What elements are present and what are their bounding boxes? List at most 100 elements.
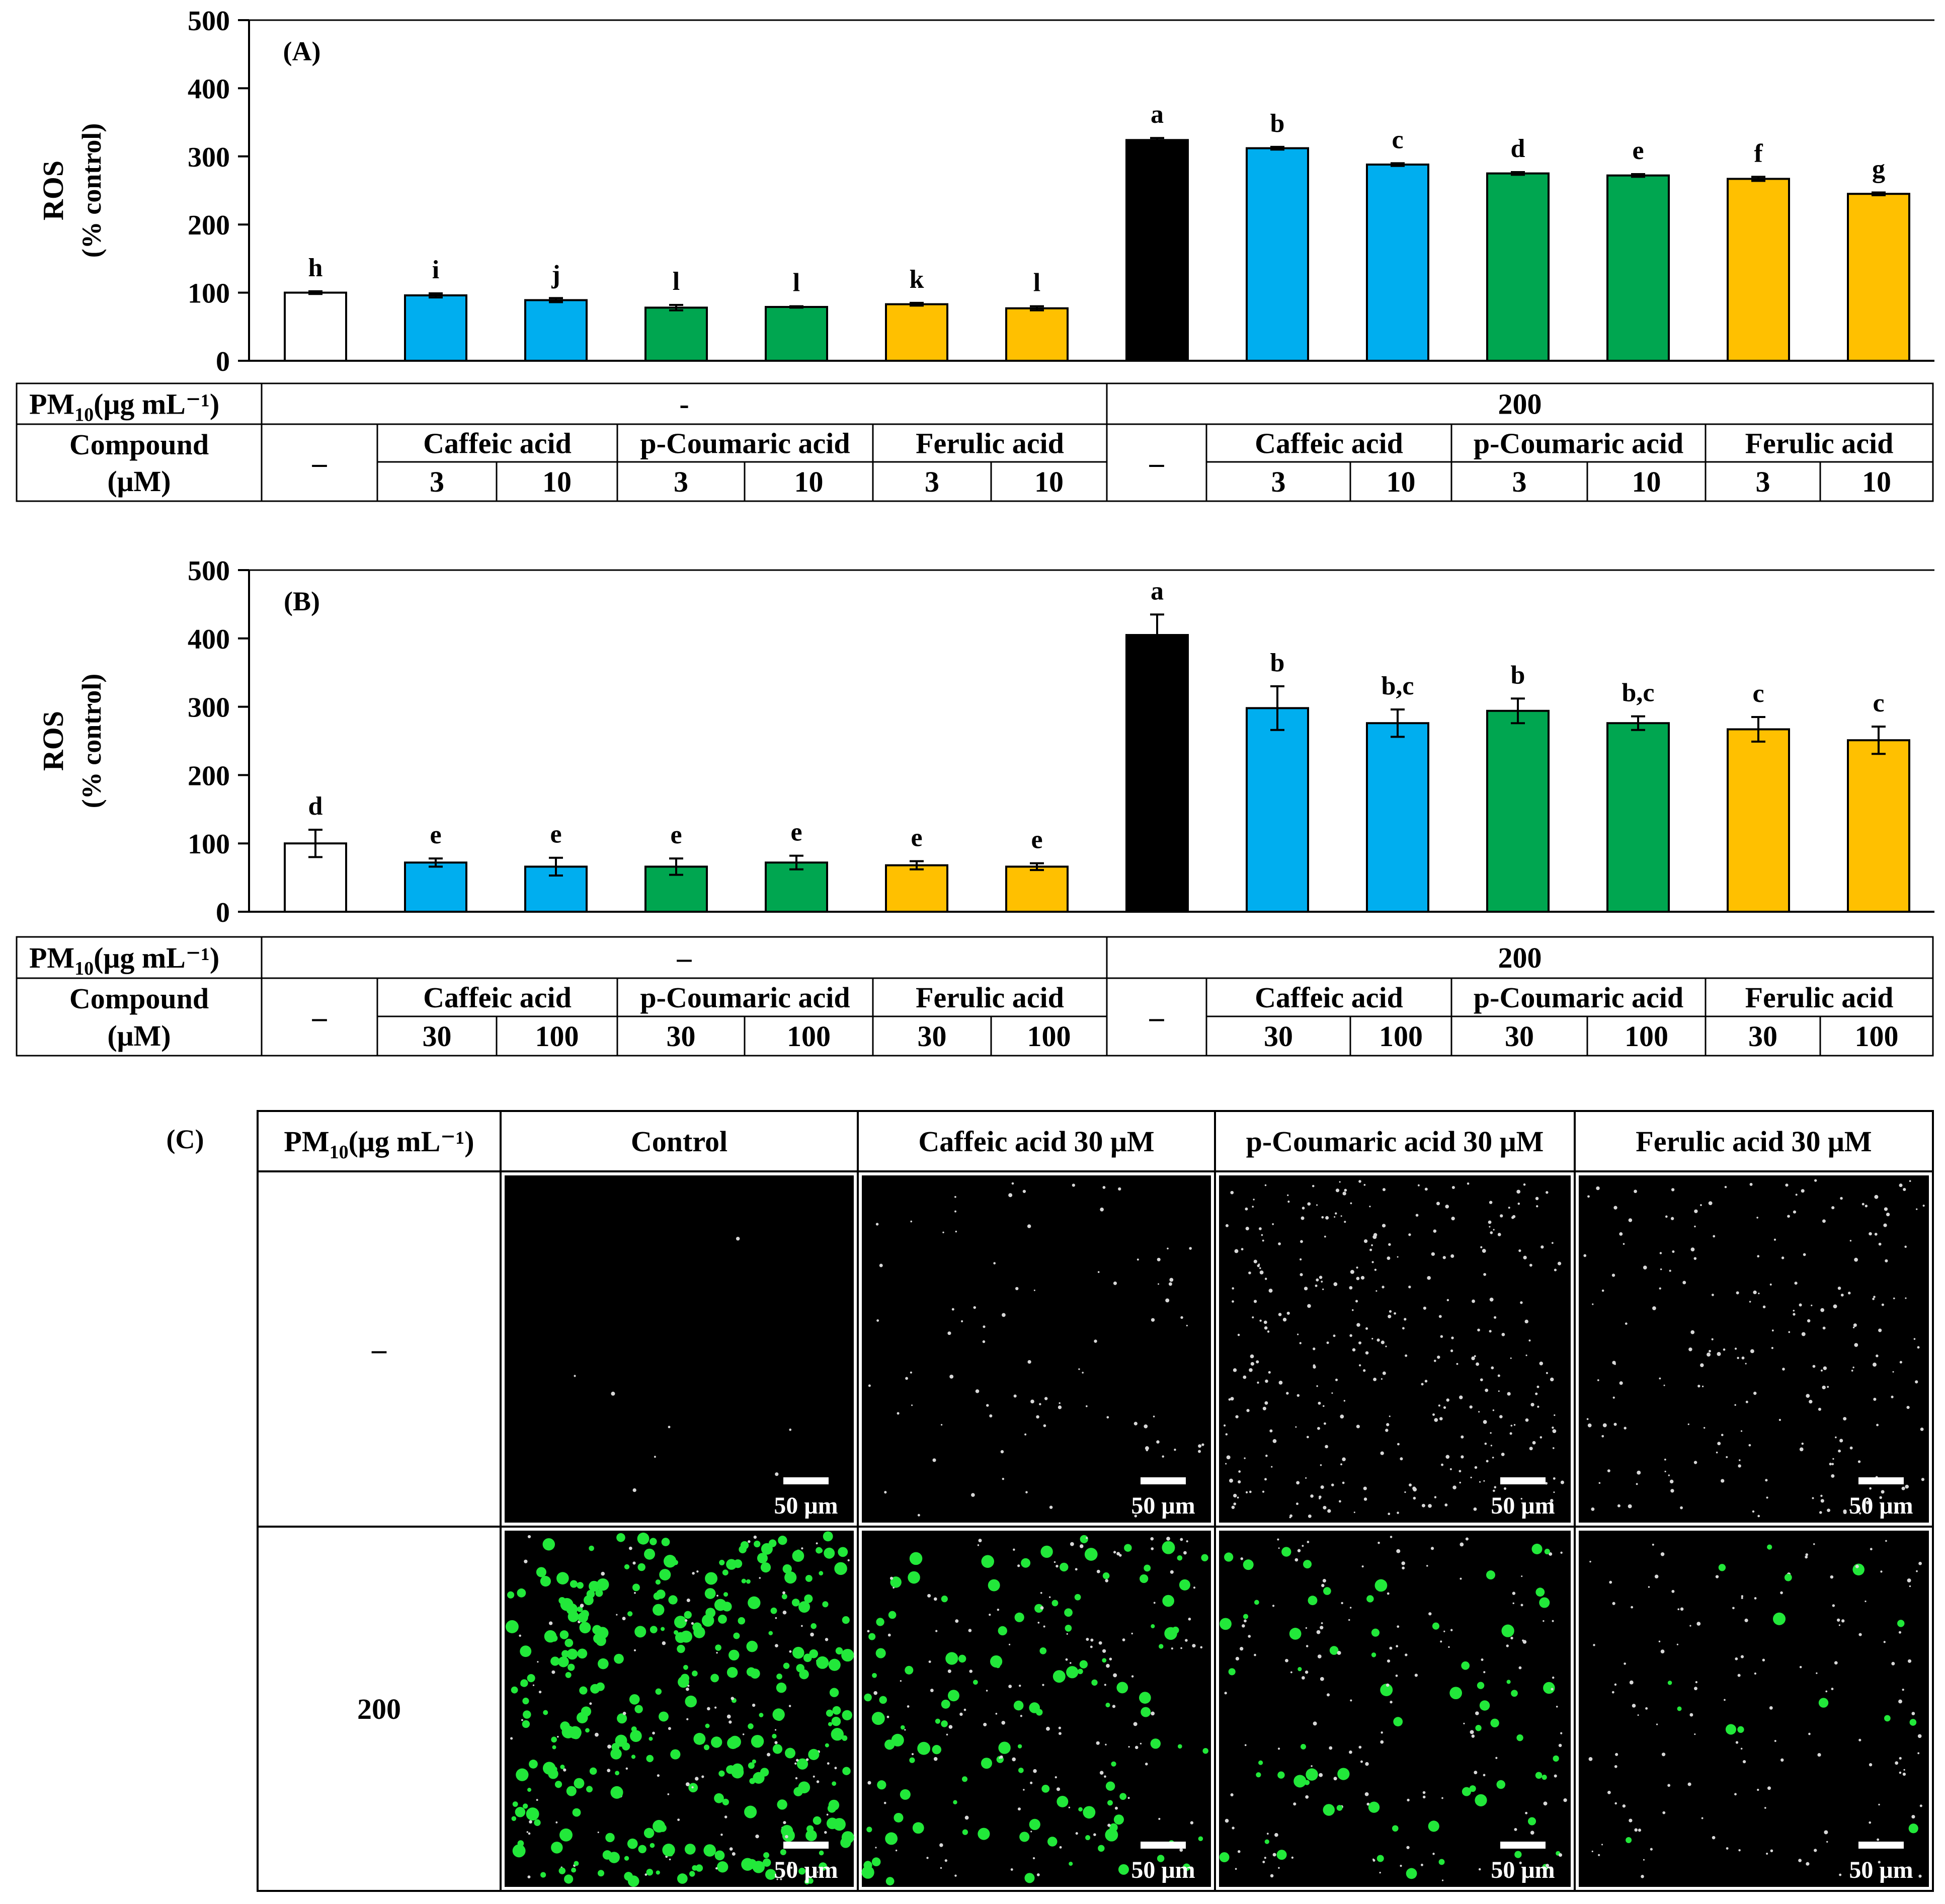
cell-signal <box>1299 1342 1302 1344</box>
cell-signal <box>910 1220 913 1223</box>
cell-signal <box>1831 1463 1834 1465</box>
cell-signal <box>782 1564 792 1574</box>
cell-signal <box>1358 1364 1361 1367</box>
cell-signal <box>1274 1833 1278 1837</box>
cell-signal <box>763 1852 770 1858</box>
cell-signal <box>684 1611 692 1619</box>
cell-signal <box>650 1843 655 1848</box>
cell-signal <box>1601 1435 1604 1438</box>
cell-signal <box>1658 1640 1661 1642</box>
cell-signal <box>932 1458 936 1462</box>
cell-signal <box>1902 1772 1906 1776</box>
cell-signal <box>1017 1564 1020 1567</box>
cell-signal <box>1243 1614 1249 1619</box>
cell-signal <box>611 1391 615 1396</box>
cell-signal <box>668 1595 678 1605</box>
cell-signal <box>822 1601 829 1608</box>
cell-signal <box>558 1867 566 1874</box>
cell-signal <box>1321 1216 1324 1219</box>
cell-signal <box>1381 1340 1385 1344</box>
cell-signal <box>1119 1793 1127 1800</box>
cell-signal <box>1389 1646 1393 1650</box>
cell-signal <box>537 1661 539 1663</box>
cell-signal <box>1232 1287 1234 1290</box>
cell-signal <box>1663 1384 1665 1386</box>
cell-signal <box>1858 1633 1862 1636</box>
cell-signal <box>1899 1183 1903 1187</box>
cell-signal <box>659 1569 671 1581</box>
cell-signal <box>1586 1418 1589 1420</box>
cell-signal <box>536 1799 538 1801</box>
cell-signal <box>1021 1558 1031 1568</box>
cell-signal <box>1725 1724 1736 1735</box>
concentration: 30 <box>1264 1020 1293 1053</box>
bar <box>1005 307 1069 362</box>
cell-signal <box>1333 1334 1336 1337</box>
cell-signal <box>1324 1422 1326 1425</box>
cell-signal <box>512 1801 518 1807</box>
cell-signal <box>1737 1674 1741 1677</box>
cell-signal <box>1601 1289 1604 1292</box>
cell-signal <box>1551 1688 1554 1691</box>
image-background <box>862 1175 1211 1523</box>
cell-signal <box>1697 1384 1700 1388</box>
cell-signal <box>941 1596 948 1603</box>
cell-signal <box>1903 1769 1905 1771</box>
cell-signal <box>954 1196 956 1198</box>
cell-signal <box>825 1743 829 1748</box>
cell-signal <box>625 1767 628 1770</box>
cell-signal <box>752 1759 757 1764</box>
scale-bar <box>783 1477 829 1484</box>
cell-signal <box>1024 1433 1027 1436</box>
cell-signal <box>1371 1261 1374 1263</box>
cell-signal <box>1461 1661 1470 1670</box>
cell-signal <box>1475 1711 1479 1715</box>
cell-signal <box>1749 1182 1753 1186</box>
cell-signal <box>1201 1443 1204 1446</box>
cell-signal <box>517 1588 526 1598</box>
cell-signal <box>1224 1424 1226 1427</box>
cell-signal <box>762 1858 771 1867</box>
cell-signal <box>1876 1354 1879 1358</box>
cell-signal <box>1079 1544 1084 1548</box>
cell-signal <box>1140 1742 1142 1744</box>
cell-signal <box>1301 1743 1307 1750</box>
significance-letter: a <box>1151 577 1164 605</box>
cell-signal <box>552 1745 556 1750</box>
cell-signal <box>1611 1691 1614 1694</box>
cell-signal <box>1738 1464 1741 1468</box>
cell-signal <box>1754 1597 1757 1600</box>
cell-signal <box>954 1210 956 1213</box>
cell-signal <box>1838 1624 1840 1626</box>
significance-letter: d <box>308 792 323 821</box>
cell-signal <box>686 1687 689 1691</box>
cell-signal <box>1397 1443 1400 1446</box>
cell-signal <box>1740 1655 1744 1658</box>
cell-signal <box>659 1824 667 1832</box>
cell-signal <box>729 1847 733 1851</box>
cell-signal <box>630 1730 642 1742</box>
cell-signal <box>1365 1327 1368 1330</box>
cell-signal <box>1264 1184 1267 1186</box>
cell-signal <box>586 1786 593 1793</box>
cell-signal <box>1083 1806 1096 1819</box>
cell-signal <box>1752 1510 1755 1513</box>
cell-signal <box>703 1744 710 1751</box>
cell-signal <box>1543 1682 1555 1694</box>
cell-signal <box>1688 1347 1692 1352</box>
cell-signal <box>989 1613 991 1616</box>
cell-signal <box>879 1696 887 1704</box>
cell-signal <box>638 1845 646 1854</box>
cell-signal <box>1711 1338 1714 1340</box>
cell-signal <box>988 1579 1000 1592</box>
cell-signal <box>646 1755 654 1763</box>
cell-signal <box>900 1725 905 1730</box>
cell-signal <box>1158 1817 1161 1820</box>
cell-signal <box>1707 1353 1711 1357</box>
cell-signal <box>1133 1421 1138 1425</box>
cell-signal <box>1324 1235 1326 1238</box>
cell-signal <box>1489 1201 1493 1204</box>
cell-signal <box>1694 1687 1697 1691</box>
cell-signal <box>1044 1397 1048 1400</box>
cell-signal <box>1814 1849 1817 1852</box>
